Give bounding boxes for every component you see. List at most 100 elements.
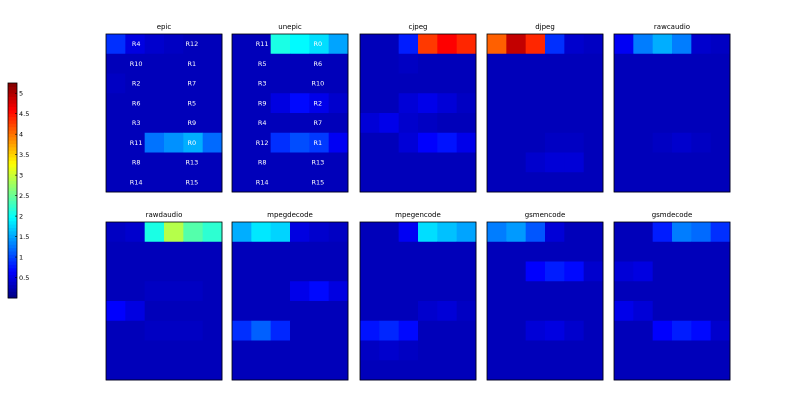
cell-unepic-r4-c2 <box>270 113 291 134</box>
cell-djpeg-r4-c3 <box>545 113 565 134</box>
cell-unepic-r5-c1 <box>251 132 272 153</box>
cell-unepic-r2-c5 <box>328 73 349 94</box>
colorbar-segment <box>8 281 17 286</box>
cell-rawcaudio-r5-c0 <box>614 132 634 153</box>
cell-epic-r4-c0 <box>106 113 126 134</box>
cell-mpegdecode-r3-c0 <box>232 281 252 302</box>
cell-gsmdecode-r4-c3 <box>672 301 692 322</box>
cell-rawdaudio-r0-c3 <box>164 222 184 243</box>
cell-rawcaudio-r1-c5 <box>710 53 731 74</box>
cell-gsmencode-r4-c0 <box>487 301 507 322</box>
cell-cjpeg-r0-c2 <box>398 34 419 55</box>
colorbar-segment <box>8 153 17 158</box>
cell-rawcaudio-r4-c4 <box>691 113 712 134</box>
colorbar-segment <box>8 99 17 104</box>
cell-djpeg-r7-c0 <box>487 172 507 193</box>
register-label-unepic-r14: R14 <box>256 178 269 186</box>
colorbar: 0.5 1 1.5 2 2.5 3 3.5 4 4.5 5 <box>7 82 29 299</box>
cell-gsmencode-r4-c1 <box>506 301 527 322</box>
colorbar-tick-label: 3.5 <box>19 151 29 159</box>
cell-epic-r4-c1 <box>125 113 146 134</box>
cell-gsmdecode-r3-c2 <box>652 281 673 302</box>
cell-mpegdecode-r2-c3 <box>290 261 310 282</box>
cell-rawcaudio-r1-c3 <box>672 53 692 74</box>
cell-mpegencode-r3-c3 <box>418 281 438 302</box>
cell-cjpeg-r6-c3 <box>418 152 438 173</box>
colorbar-segment <box>8 214 17 218</box>
cell-rawdaudio-r7-c0 <box>106 360 126 381</box>
cell-rawdaudio-r3-c3 <box>164 281 184 302</box>
colorbar-segment <box>8 230 17 235</box>
cell-gsmencode-r1-c5 <box>583 241 604 262</box>
colorbar-segment <box>8 234 17 239</box>
cell-unepic-r5-c0 <box>232 132 252 153</box>
cell-cjpeg-r1-c0 <box>360 53 380 74</box>
cell-epic-r1-c5 <box>202 53 223 74</box>
colorbar-tick-label: 4 <box>19 130 23 138</box>
cell-epic-r1-c4 <box>183 53 204 74</box>
cell-djpeg-r2-c0 <box>487 73 507 94</box>
panel-title-rawdaudio: rawdaudio <box>146 211 183 219</box>
cell-gsmencode-r4-c5 <box>583 301 604 322</box>
cell-gsmencode-r4-c4 <box>564 301 585 322</box>
cell-gsmencode-r3-c3 <box>545 281 565 302</box>
cell-mpegencode-r3-c4 <box>437 281 458 302</box>
cell-gsmdecode-r5-c2 <box>652 320 673 341</box>
register-label-unepic-r8: R8 <box>258 159 267 167</box>
cell-djpeg-r4-c0 <box>487 113 507 134</box>
cell-gsmdecode-r1-c5 <box>710 241 731 262</box>
cell-cjpeg-r7-c4 <box>437 172 458 193</box>
cell-epic-r6-c4 <box>183 152 204 173</box>
cell-rawcaudio-r4-c1 <box>633 113 654 134</box>
cell-rawcaudio-r0-c5 <box>710 34 731 55</box>
cell-djpeg-r6-c5 <box>583 152 604 173</box>
cell-unepic-r1-c2 <box>270 53 291 74</box>
cell-mpegdecode-r7-c3 <box>290 360 310 381</box>
register-label-unepic-r9: R9 <box>258 99 267 107</box>
cell-mpegdecode-r2-c2 <box>270 261 291 282</box>
cell-gsmencode-r2-c4 <box>564 261 585 282</box>
cell-cjpeg-r6-c4 <box>437 152 458 173</box>
cell-rawcaudio-r3-c0 <box>614 93 634 114</box>
cell-mpegencode-r4-c5 <box>456 301 477 322</box>
cell-cjpeg-r6-c5 <box>456 152 477 173</box>
cell-mpegencode-r4-c0 <box>360 301 380 322</box>
cell-cjpeg-r0-c0 <box>360 34 380 55</box>
cell-mpegencode-r2-c5 <box>456 261 477 282</box>
cell-rawdaudio-r6-c5 <box>202 340 223 361</box>
colorbar-segment <box>8 143 17 148</box>
panel-epic: epic R4 R12 R10 R1 R2 R7 R6 R5 R3 R9 R11 R0 R8 R13 R14 R… <box>105 23 223 193</box>
panel-title-unepic: unepic <box>278 23 302 31</box>
cell-gsmdecode-r4-c1 <box>633 301 654 322</box>
cell-cjpeg-r5-c1 <box>379 132 400 153</box>
cell-gsmencode-r0-c5 <box>583 222 604 243</box>
cell-gsmdecode-r6-c0 <box>614 340 634 361</box>
colorbar-segment <box>8 224 17 228</box>
cell-rawdaudio-r2-c4 <box>183 261 204 282</box>
cell-djpeg-r5-c2 <box>525 132 546 153</box>
colorbar-segment <box>8 237 17 242</box>
colorbar-segment <box>8 193 17 198</box>
cell-gsmdecode-r1-c4 <box>691 241 712 262</box>
cell-cjpeg-r0-c1 <box>379 34 400 55</box>
register-label-epic-r13: R13 <box>185 159 198 167</box>
panel-djpeg: djpeg <box>486 23 604 193</box>
cell-rawcaudio-r6-c2 <box>652 152 673 173</box>
cell-gsmdecode-r4-c5 <box>710 301 731 322</box>
cell-epic-r0-c0 <box>106 34 126 55</box>
cell-djpeg-r6-c3 <box>545 152 565 173</box>
register-label-epic-r11: R11 <box>130 139 143 147</box>
cell-gsmencode-r3-c0 <box>487 281 507 302</box>
cell-unepic-r4-c5 <box>328 113 349 134</box>
cell-cjpeg-r3-c1 <box>379 93 400 114</box>
cell-unepic-r5-c3 <box>290 132 310 153</box>
cell-mpegdecode-r4-c2 <box>270 301 291 322</box>
panel-rawdaudio: rawdaudio <box>105 211 223 381</box>
cell-epic-r2-c5 <box>202 73 223 94</box>
cell-mpegencode-r0-c5 <box>456 222 477 243</box>
panel-frame-epic <box>105 33 223 193</box>
cell-unepic-r1-c1 <box>251 53 272 74</box>
cell-gsmdecode-r2-c1 <box>633 261 654 282</box>
cell-rawcaudio-r4-c3 <box>672 113 692 134</box>
cell-rawcaudio-r2-c5 <box>710 73 731 94</box>
